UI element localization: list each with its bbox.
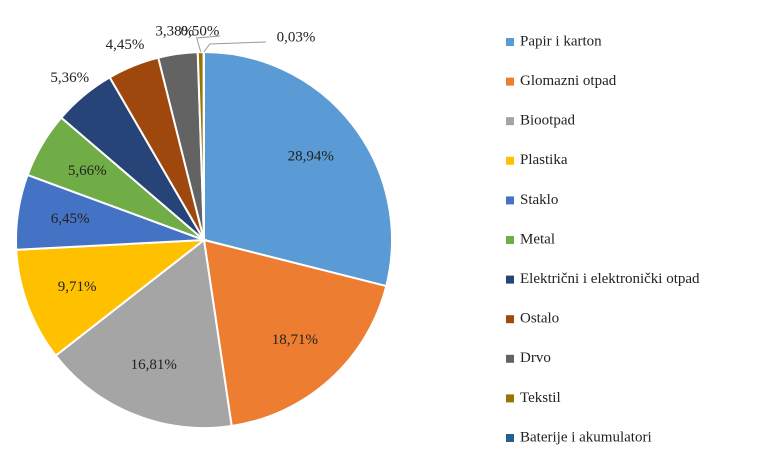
legend-swatch — [506, 275, 514, 284]
slice-label: 16,81% — [131, 357, 177, 373]
slice-label: 28,94% — [288, 148, 334, 164]
legend-label: Glomazni otpad — [520, 73, 617, 89]
slice-label: 5,66% — [68, 163, 107, 179]
slice-label: 0,50% — [181, 23, 220, 39]
legend-swatch — [506, 434, 514, 442]
legend-swatch — [506, 117, 514, 126]
legend-swatch — [506, 38, 514, 46]
pie-slice — [203, 50, 393, 288]
legend-swatch — [506, 315, 514, 324]
leader-line — [196, 35, 221, 53]
slice-label: 3,38% — [155, 23, 194, 39]
legend-label: Baterije i akumulatori — [520, 429, 652, 445]
pie-slice — [54, 238, 233, 429]
slice-label: 18,71% — [272, 332, 318, 348]
legend-label: Tekstil — [520, 390, 561, 406]
pie-slice — [202, 238, 388, 428]
legend-label: Staklo — [520, 192, 558, 208]
legend-swatch — [506, 77, 514, 86]
legend-label: Biootpad — [520, 113, 575, 129]
leader-line — [203, 41, 267, 53]
legend-swatch — [506, 196, 514, 205]
slice-label: 6,45% — [51, 211, 90, 227]
legend-swatch — [506, 354, 514, 363]
legend-label: Metal — [520, 231, 555, 247]
legend-swatch — [506, 394, 514, 403]
legend-swatch — [506, 236, 514, 244]
legend-label: Papir i karton — [520, 33, 602, 49]
slice-label: 4,45% — [106, 37, 145, 53]
pie-slice — [15, 238, 208, 358]
legend-label: Električni i elektronički otpad — [520, 271, 700, 287]
legend-label: Ostalo — [520, 311, 559, 327]
slice-label: 9,71% — [58, 279, 97, 295]
legend-swatch — [506, 156, 514, 165]
slice-label: 0,03% — [277, 29, 316, 45]
legend-label: Drvo — [520, 350, 551, 366]
legend-label: Plastika — [520, 152, 568, 168]
legend: Papir i karton Glomazni otpad Biootpad Plas… — [506, 33, 700, 445]
slice-label: 5,36% — [50, 70, 89, 86]
